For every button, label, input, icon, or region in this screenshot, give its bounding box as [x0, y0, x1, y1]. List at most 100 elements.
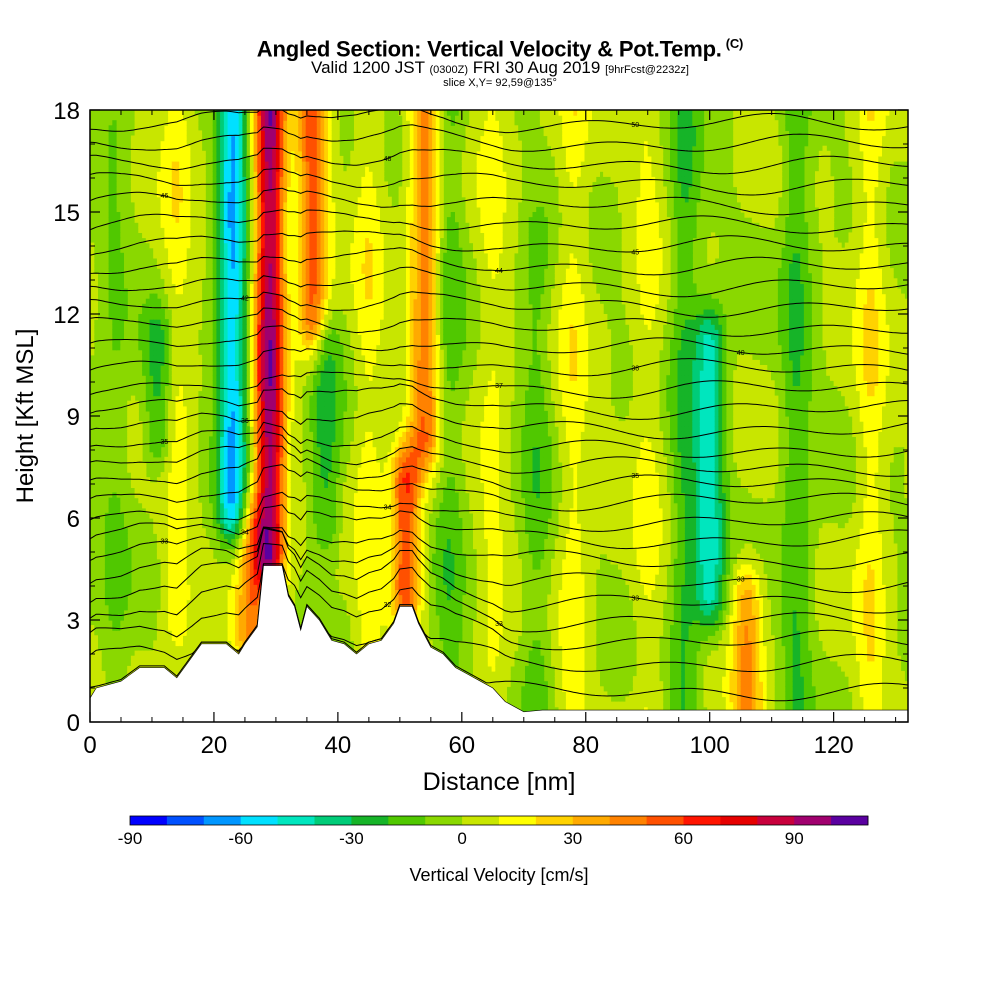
velocity-cell — [112, 564, 116, 570]
velocity-cell — [216, 309, 220, 315]
velocity-cell — [283, 268, 287, 274]
velocity-cell — [298, 508, 302, 514]
velocity-cell — [246, 447, 250, 453]
velocity-cell — [164, 115, 168, 121]
velocity-cell — [164, 283, 168, 289]
velocity-cell — [280, 452, 284, 458]
velocity-cell — [280, 238, 284, 244]
velocity-cell — [112, 141, 116, 147]
velocity-cell — [269, 176, 273, 182]
velocity-cell — [257, 176, 261, 182]
velocity-cell — [298, 289, 302, 295]
velocity-cell — [280, 227, 284, 233]
velocity-cell — [138, 166, 142, 172]
velocity-cell — [153, 503, 157, 509]
velocity-cell — [179, 125, 183, 131]
velocity-cell — [194, 202, 198, 208]
velocity-cell — [194, 197, 198, 203]
velocity-cell — [179, 278, 183, 284]
velocity-cell — [228, 345, 232, 351]
velocity-cell — [179, 192, 183, 198]
velocity-cell — [228, 232, 232, 238]
velocity-cell — [198, 146, 202, 152]
velocity-cell — [242, 248, 246, 254]
velocity-cell — [228, 329, 232, 335]
velocity-cell — [257, 136, 261, 142]
velocity-cell — [179, 452, 183, 458]
velocity-cell — [176, 202, 180, 208]
velocity-cell — [291, 248, 295, 254]
velocity-cell — [164, 319, 168, 325]
velocity-cell — [261, 416, 265, 422]
velocity-cell — [168, 646, 172, 652]
velocity-cell — [291, 115, 295, 121]
velocity-cell — [183, 294, 187, 300]
velocity-cell — [280, 156, 284, 162]
velocity-cell — [306, 360, 310, 366]
velocity-cell — [202, 630, 206, 636]
velocity-cell — [150, 120, 154, 126]
velocity-cell — [254, 263, 258, 269]
velocity-cell — [231, 232, 235, 238]
velocity-cell — [261, 396, 265, 402]
velocity-cell — [287, 176, 291, 182]
velocity-cell — [209, 436, 213, 442]
velocity-cell — [298, 467, 302, 473]
velocity-cell — [157, 141, 161, 147]
velocity-cell — [246, 610, 250, 616]
velocity-cell — [280, 554, 284, 560]
velocity-cell — [224, 620, 228, 626]
velocity-cell — [235, 166, 239, 172]
velocity-cell — [176, 217, 180, 223]
velocity-cell — [124, 564, 128, 570]
velocity-cell — [276, 120, 280, 126]
velocity-cell — [131, 176, 135, 182]
velocity-cell — [220, 569, 224, 575]
velocity-cell — [242, 345, 246, 351]
velocity-cell — [172, 595, 176, 601]
velocity-cell — [187, 391, 191, 397]
velocity-cell — [205, 635, 209, 641]
velocity-cell — [276, 222, 280, 228]
velocity-cell — [179, 447, 183, 453]
velocity-cell — [138, 431, 142, 437]
velocity-cell — [276, 192, 280, 198]
velocity-cell — [280, 217, 284, 223]
velocity-cell — [254, 564, 258, 570]
velocity-cell — [153, 350, 157, 356]
velocity-cell — [187, 503, 191, 509]
velocity-cell — [176, 569, 180, 575]
velocity-cell — [112, 518, 116, 524]
velocity-cell — [172, 227, 176, 233]
velocity-cell — [183, 268, 187, 274]
velocity-cell — [179, 355, 183, 361]
velocity-cell — [283, 222, 287, 228]
velocity-cell — [235, 171, 239, 177]
velocity-cell — [265, 309, 269, 315]
velocity-cell — [220, 579, 224, 585]
velocity-cell — [161, 202, 165, 208]
velocity-cell — [179, 227, 183, 233]
velocity-cell — [250, 498, 254, 504]
velocity-cell — [250, 579, 254, 585]
velocity-cell — [190, 181, 194, 187]
velocity-cell — [187, 268, 191, 274]
velocity-cell — [269, 243, 273, 249]
velocity-cell — [194, 268, 198, 274]
velocity-cell — [150, 187, 154, 193]
velocity-cell — [298, 380, 302, 386]
velocity-cell — [261, 207, 265, 213]
velocity-cell — [242, 436, 246, 442]
velocity-cell — [172, 309, 176, 315]
velocity-cell — [228, 600, 232, 606]
velocity-cell — [157, 258, 161, 264]
velocity-cell — [295, 431, 299, 437]
velocity-cell — [302, 523, 306, 529]
velocity-cell — [235, 503, 239, 509]
velocity-cell — [164, 324, 168, 330]
velocity-cell — [187, 442, 191, 448]
velocity-cell — [146, 345, 150, 351]
velocity-cell — [190, 385, 194, 391]
velocity-cell — [269, 197, 273, 203]
velocity-cell — [183, 151, 187, 157]
